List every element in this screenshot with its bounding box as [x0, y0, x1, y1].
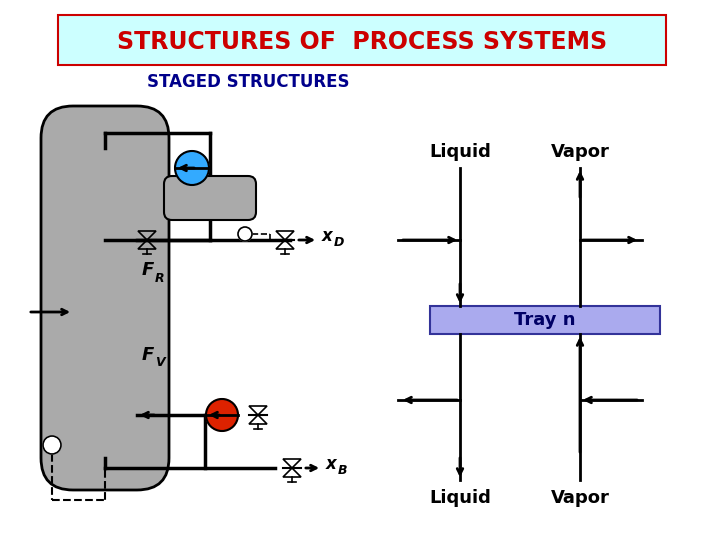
- Bar: [58, 15, 666, 65]
- Text: F: F: [142, 346, 154, 364]
- Text: STAGED STRUCTURES: STAGED STRUCTURES: [147, 73, 349, 91]
- Circle shape: [175, 151, 209, 185]
- Circle shape: [238, 227, 252, 241]
- Text: B: B: [338, 464, 348, 477]
- Text: V: V: [155, 356, 165, 369]
- Bar: [430, 306, 660, 334]
- FancyBboxPatch shape: [41, 106, 169, 490]
- Text: x: x: [326, 455, 337, 473]
- Text: Vapor: Vapor: [551, 143, 609, 161]
- Text: STRUCTURES OF  PROCESS SYSTEMS: STRUCTURES OF PROCESS SYSTEMS: [117, 30, 607, 54]
- Text: R: R: [155, 272, 165, 285]
- Text: x: x: [322, 227, 333, 245]
- Circle shape: [206, 399, 238, 431]
- Text: F: F: [142, 261, 154, 279]
- Text: Tray n: Tray n: [514, 311, 576, 329]
- Text: D: D: [334, 237, 344, 249]
- Circle shape: [43, 436, 61, 454]
- FancyBboxPatch shape: [164, 176, 256, 220]
- Text: Vapor: Vapor: [551, 489, 609, 507]
- Text: Liquid: Liquid: [429, 489, 491, 507]
- Text: Liquid: Liquid: [429, 143, 491, 161]
